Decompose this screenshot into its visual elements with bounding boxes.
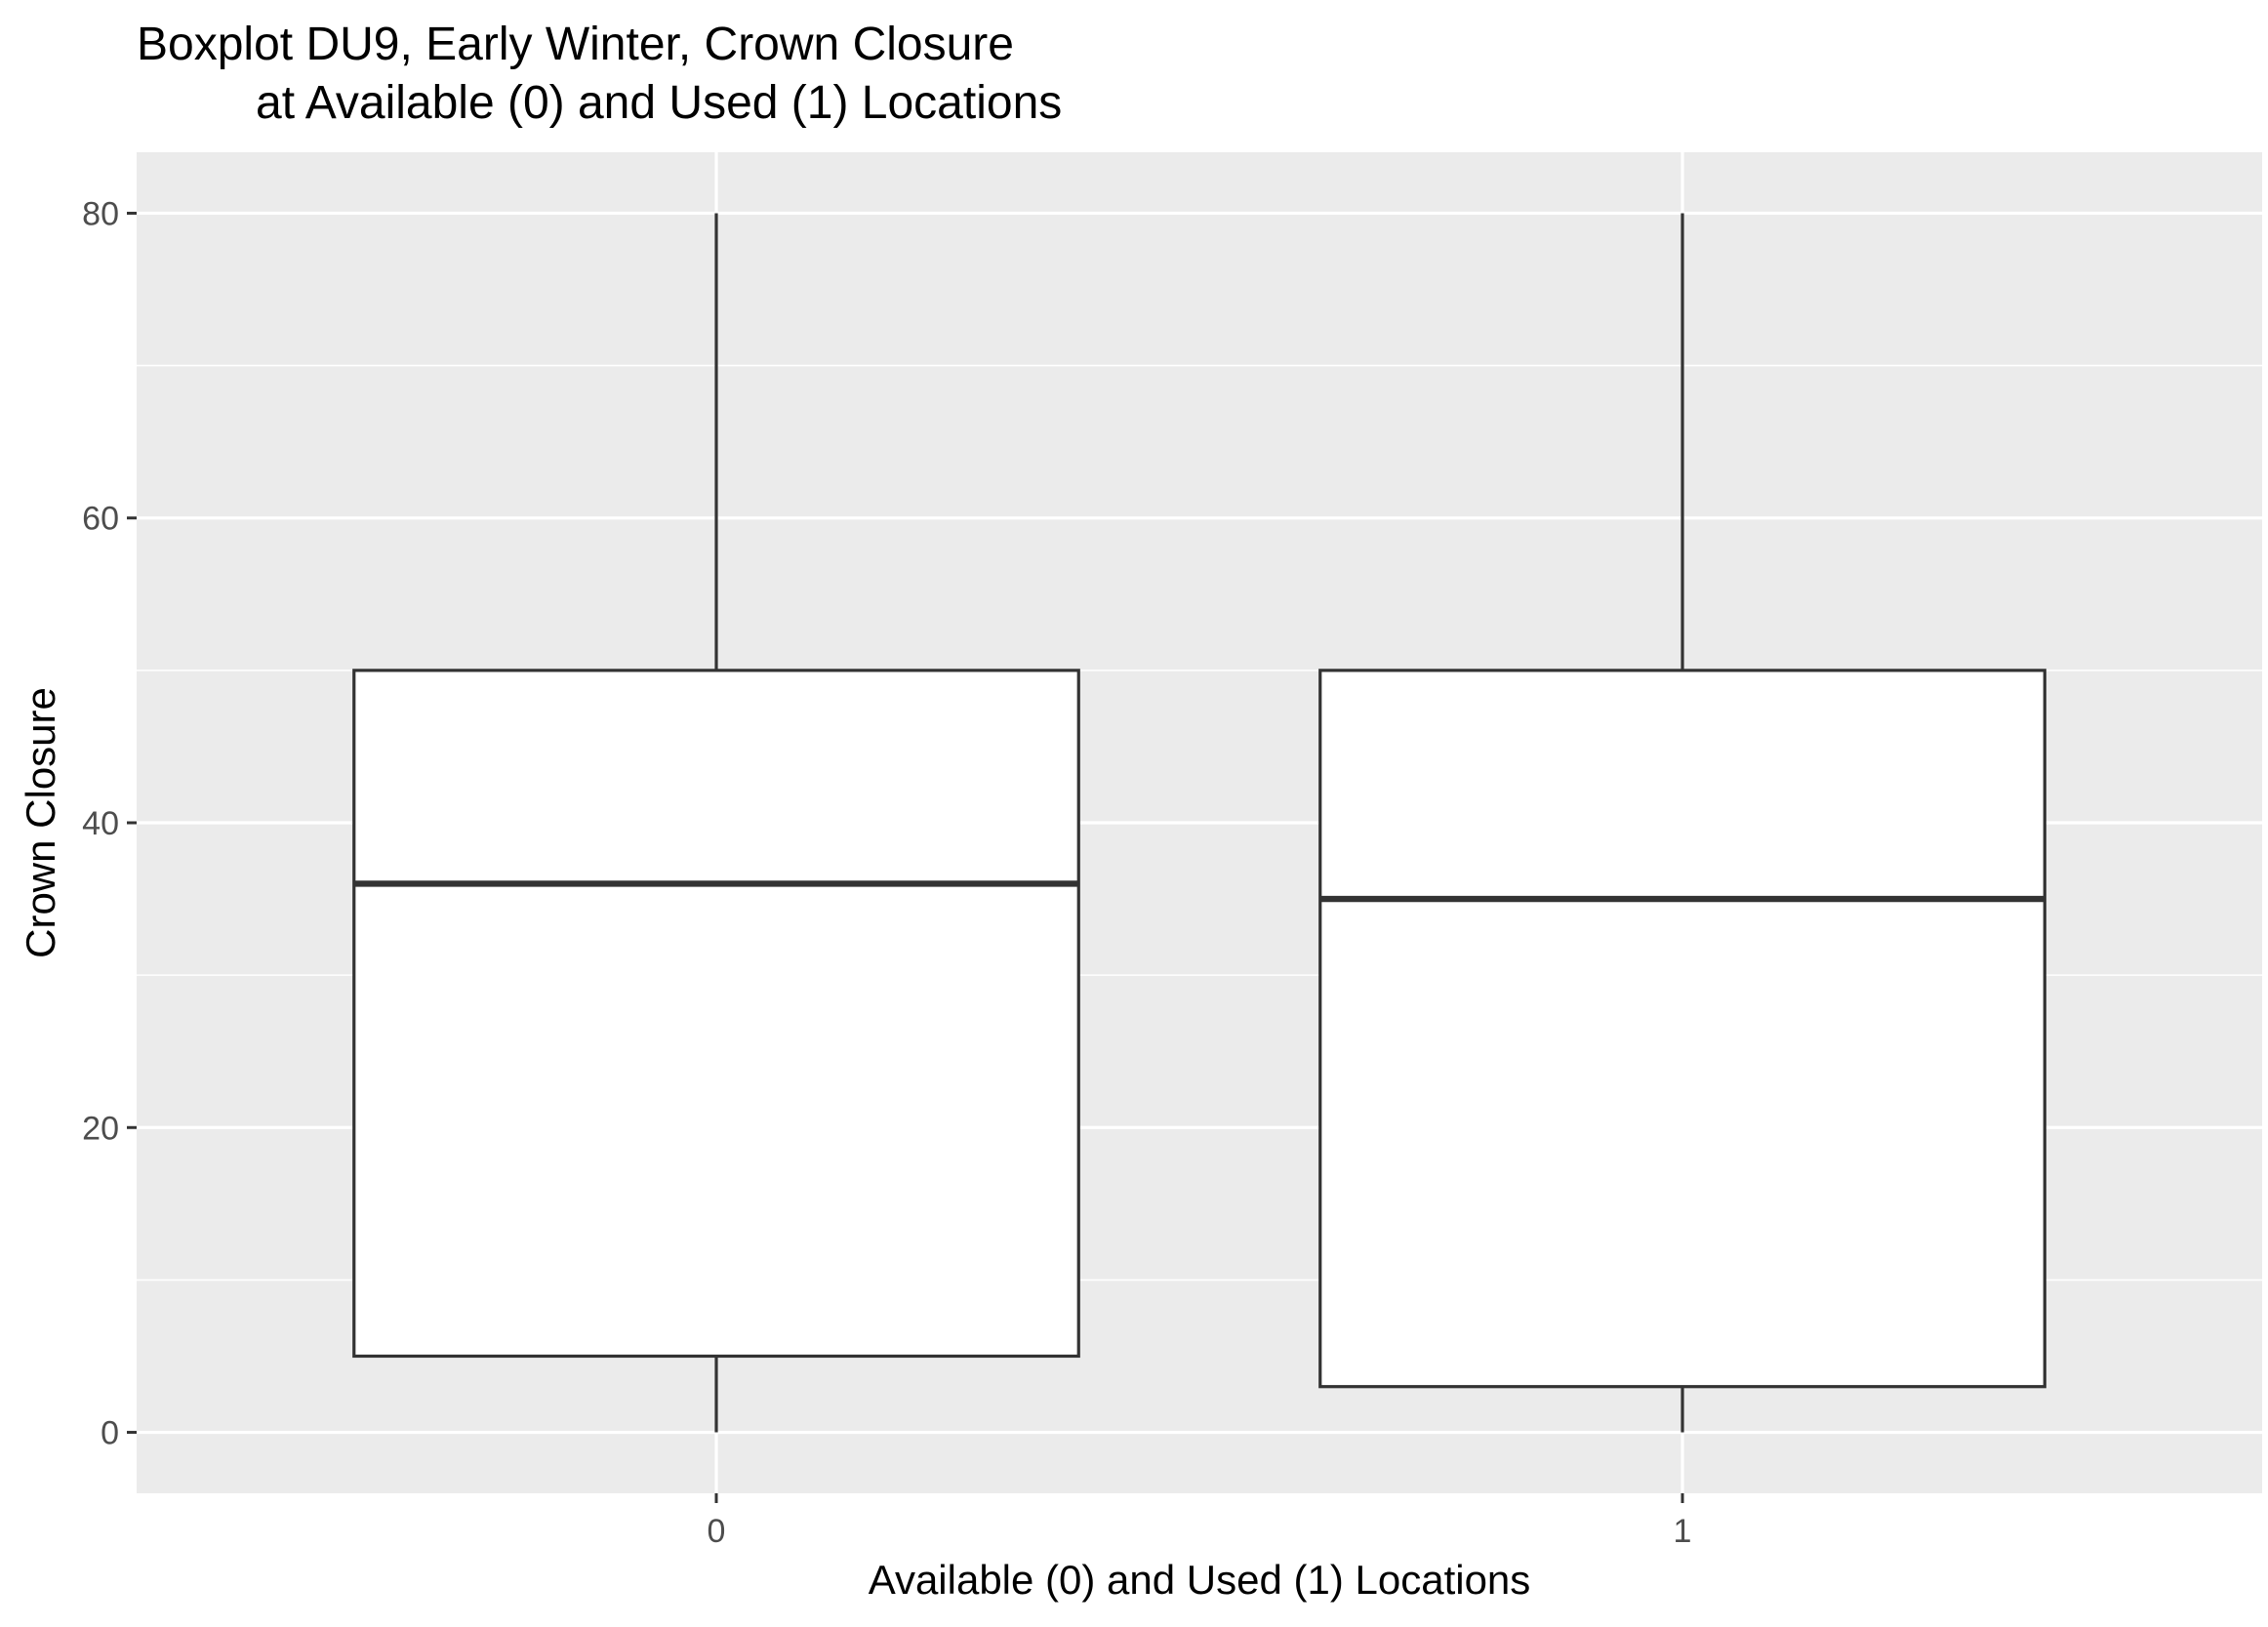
x-tick-label: 0 — [708, 1513, 726, 1550]
chart-title-line-1: Boxplot DU9, Early Winter, Crown Closure — [137, 19, 1014, 70]
y-tick-label: 40 — [82, 805, 119, 842]
y-axis-title: Crown Closure — [18, 687, 63, 958]
chart-title: Boxplot DU9, Early Winter, Crown Closure… — [137, 19, 1062, 129]
x-tick-label: 1 — [1674, 1513, 1692, 1550]
chart-title-line-2: at Available (0) and Used (1) Locations — [256, 77, 1062, 129]
box-iqr — [352, 669, 1080, 1359]
boxes — [352, 213, 2046, 1433]
y-tick-label: 0 — [101, 1415, 119, 1452]
y-axis: 0 20 40 60 80 — [82, 195, 137, 1452]
y-tick-label: 60 — [82, 501, 119, 538]
y-tick-label: 80 — [82, 195, 119, 232]
box-iqr — [1318, 669, 2046, 1389]
y-tick-label: 20 — [82, 1110, 119, 1147]
box-1 — [1318, 213, 2046, 1433]
box-0 — [352, 213, 1080, 1433]
x-axis-title: Available (0) and Used (1) Locations — [869, 1557, 1531, 1603]
